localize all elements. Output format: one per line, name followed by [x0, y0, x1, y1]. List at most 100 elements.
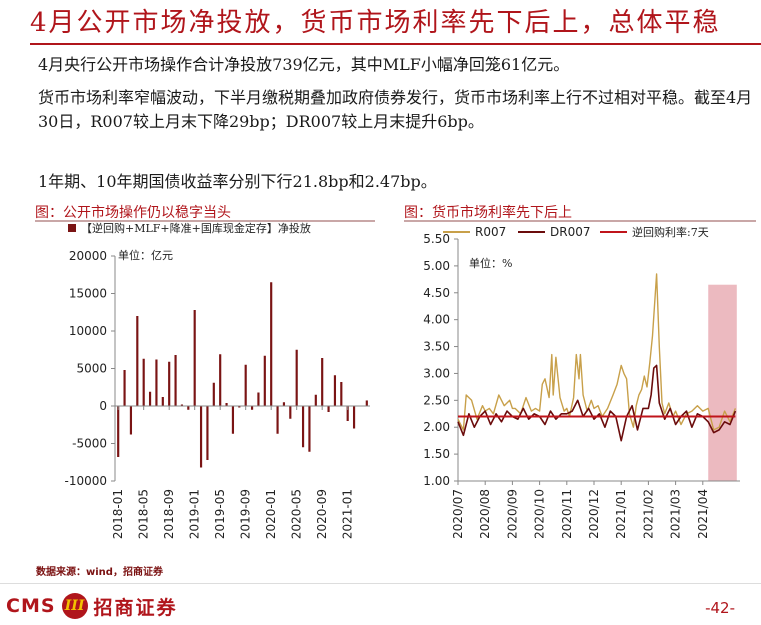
bar-2020-03 [282, 402, 286, 406]
cms-logo: CMS III 招商证券 [6, 592, 178, 620]
bar-2021-02 [352, 406, 356, 429]
logo-cms-text: CMS [6, 595, 56, 617]
bar-2018-08 [161, 397, 164, 406]
legend-label-repo: 逆回购利率:7天 [632, 225, 709, 239]
bar-x-tick-label: 2018-01 [111, 489, 125, 539]
bar-2020-02 [276, 406, 279, 434]
logo-company-name: 招商证券 [93, 596, 178, 619]
bar-y-tick-label: 10000 [69, 324, 107, 338]
line-x-tick-label: 2021/04 [696, 489, 710, 539]
right-figure-rule [404, 220, 756, 222]
bar-x-tick-label: 2021-01 [341, 489, 355, 539]
bar-x-tick-label: 2019-05 [213, 489, 227, 539]
bar-2019-06 [225, 403, 228, 406]
line-y-tick-label: 1.50 [423, 447, 450, 461]
bar-2019-05 [219, 354, 222, 406]
bar-y-tick-label: -5000 [72, 437, 107, 451]
bar-2019-12 [263, 355, 266, 406]
left-figure-title: 图：公开市场操作仍以稳字当头 [35, 205, 231, 221]
bar-2020-11 [333, 375, 337, 406]
paragraph-open-market: 4月央行公开市场操作合计净投放739亿元，其中MLF小幅净回笼61亿元。 [38, 55, 570, 74]
bar-2018-02 [123, 370, 126, 406]
bar-2019-07 [231, 406, 235, 434]
highlight-april-region [708, 284, 737, 481]
bar-2020-06 [301, 406, 305, 448]
line-y-tick-label: 2.00 [423, 420, 450, 434]
line-y-tick-label: 3.50 [423, 340, 450, 354]
line-x-tick-label: 2020/09 [505, 489, 519, 539]
line-x-tick-label: 2020/08 [478, 489, 492, 539]
bar-2020-07 [308, 406, 311, 452]
bar-2020-08 [314, 394, 317, 406]
money-market-rate-chart: 1.00 1.50 2.00 2.50 3.00 3.50 4.00 4.50 5.00 5.50… [423, 225, 740, 539]
bar-2018-03 [129, 406, 133, 435]
bar-x-tick-label: 2018-05 [137, 489, 151, 539]
bar-legend-swatch [68, 224, 76, 232]
bar-2019-04 [212, 382, 215, 406]
bar-2020-04 [289, 406, 292, 419]
title-divider [30, 43, 761, 45]
bar-y-tick-label: 20000 [69, 249, 107, 263]
bar-2020-01 [270, 282, 273, 406]
line-x-tick-label: 2020/07 [451, 489, 465, 539]
legend-label-r007: R007 [475, 225, 506, 239]
line-y-tick-label: 1.00 [423, 474, 450, 488]
bar-2018-07 [155, 359, 158, 406]
bar-2018-12 [187, 406, 190, 410]
net-injection-bar-chart: 【逆回购+MLF+降准+国库现金定存】净投放 单位：亿元 -10000 -5000… [64, 222, 370, 539]
bar-y-tick-label: 5000 [76, 362, 107, 376]
line-x-tick-label: 2020/12 [587, 489, 601, 539]
bar-2018-09 [168, 361, 171, 406]
bar-2019-08 [238, 406, 241, 408]
bar-2021-01 [346, 406, 349, 421]
bar-unit-label: 单位：亿元 [118, 248, 173, 262]
footer-divider [0, 583, 761, 584]
line-y-tick-label: 5.00 [423, 259, 450, 273]
line-y-tick-label: 5.50 [423, 232, 450, 246]
bar-2018-04 [136, 316, 139, 406]
legend-label-dr007: DR007 [550, 225, 590, 239]
bar-x-tick-label: 2019-09 [239, 489, 253, 539]
line-x-tick-label: 2021/03 [669, 489, 683, 539]
right-figure-title: 图：货币市场利率先下后上 [404, 205, 572, 221]
bar-2018-10 [174, 355, 177, 406]
bar-y-tick-label: -10000 [64, 474, 107, 488]
paragraph-money-market: 货币市场利率窄幅波动，下半月缴税期叠加政府债券发行，货币市场利率上行不过相对平稳… [38, 88, 753, 131]
bar-2018-01 [117, 406, 120, 457]
bar-2020-05 [295, 349, 298, 406]
bar-x-tick-label: 2018-09 [162, 489, 176, 539]
bar-legend-text: 【逆回购+MLF+降准+国库现金定存】净投放 [81, 222, 311, 235]
line-unit-label: 单位：% [469, 256, 512, 270]
paragraph-bond-yields: 1年期、10年期国债收益率分别下行21.8bp和2.47bp。 [38, 172, 437, 191]
data-source-note: 数据来源：wind，招商证券 [36, 567, 163, 578]
logo-mark-icon: III [61, 593, 88, 619]
bar-2018-05 [142, 358, 145, 406]
line-x-tick-label: 2021/01 [614, 489, 628, 539]
page-title: 4月公开市场净投放，货币市场利率先下后上，总体平稳 [30, 8, 721, 38]
bar-2018-06 [148, 391, 152, 406]
bar-x-tick-label: 2020-01 [264, 489, 278, 539]
bar-2018-11 [180, 404, 184, 406]
page-number: -42- [705, 599, 735, 617]
line-y-tick-label: 2.50 [423, 393, 450, 407]
bar-x-tick-label: 2020-05 [290, 489, 304, 539]
line-y-tick-label: 4.00 [423, 313, 450, 327]
bar-2019-10 [250, 406, 254, 410]
bar-x-tick-label: 2019-01 [188, 489, 202, 539]
bar-2020-09 [321, 358, 324, 406]
bar-2021-04 [365, 400, 368, 406]
line-x-tick-label: 2020/10 [533, 489, 547, 539]
bar-y-tick-label: 15000 [69, 287, 107, 301]
bar-2020-10 [327, 406, 330, 412]
bar-2019-02 [199, 406, 203, 468]
bar-2019-09 [244, 364, 247, 406]
bar-2019-01 [193, 310, 196, 406]
line-x-tick-label: 2020/11 [560, 489, 574, 539]
bar-2019-03 [206, 406, 209, 460]
bar-x-tick-label: 2020-09 [315, 489, 329, 539]
dr007-line [457, 364, 737, 442]
bar-2020-12 [340, 382, 343, 406]
bar-2019-11 [257, 392, 260, 406]
line-y-tick-label: 4.50 [423, 286, 450, 300]
left-figure-rule [35, 220, 375, 222]
